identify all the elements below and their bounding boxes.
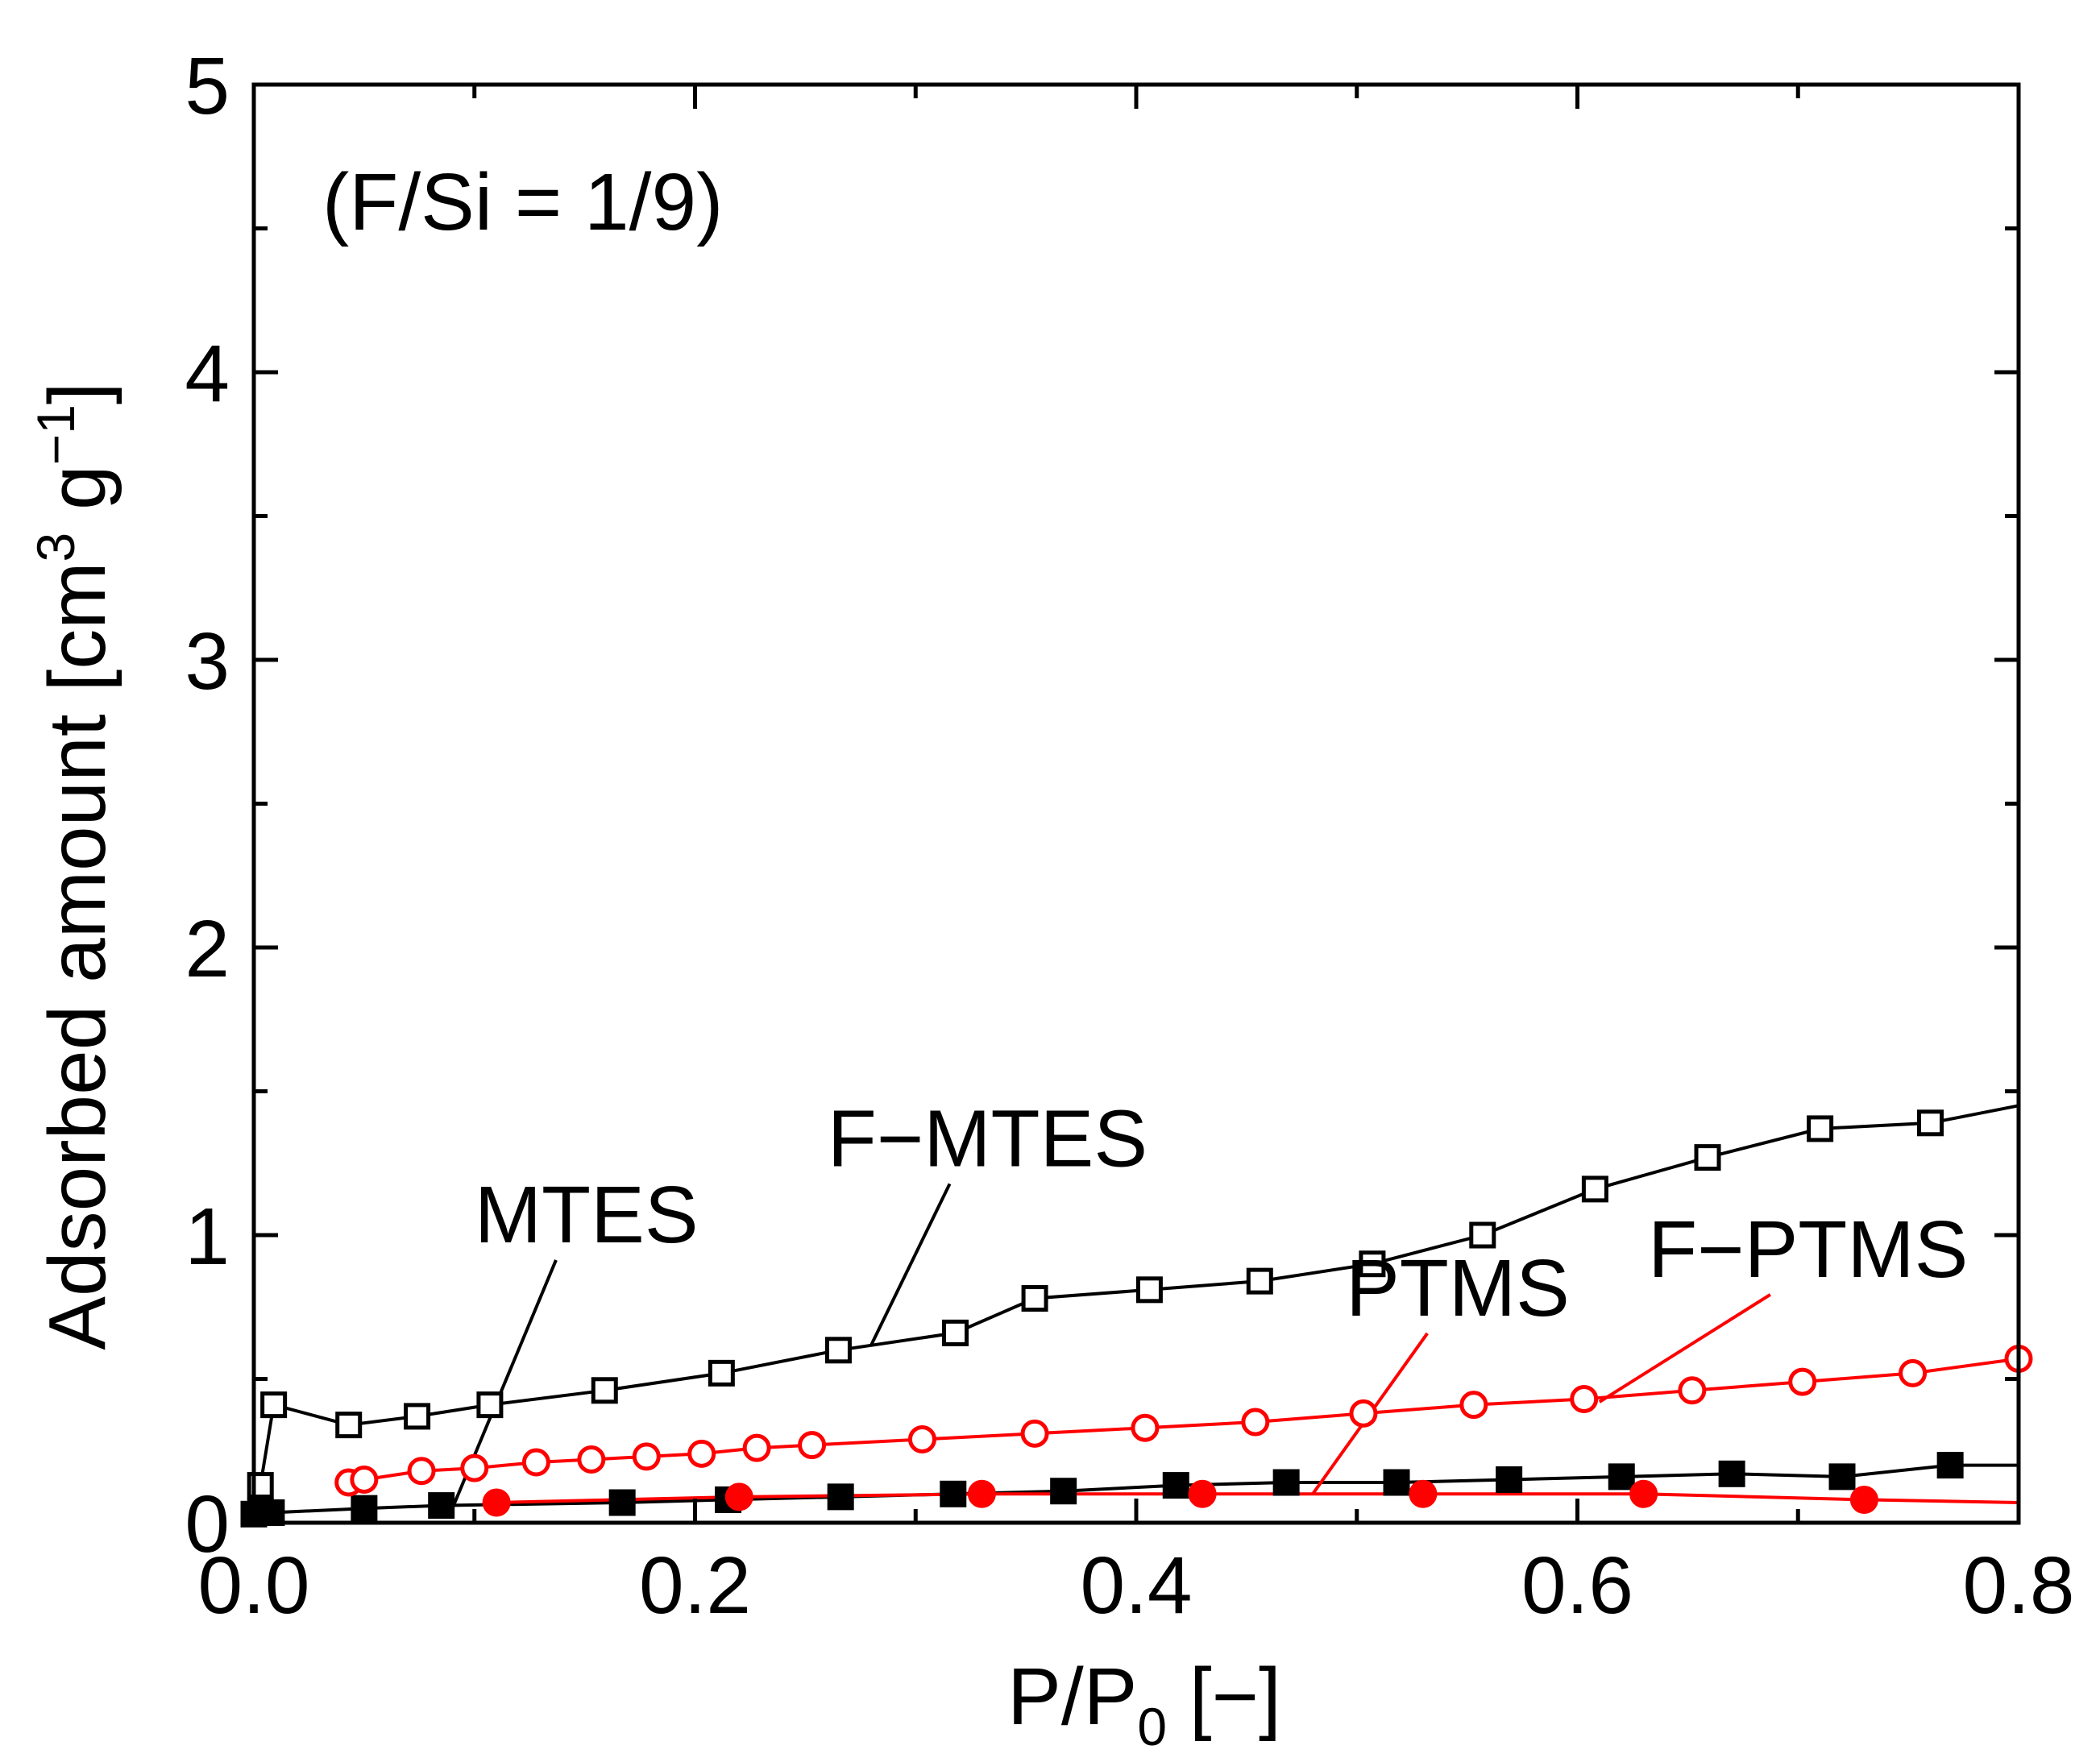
data-point-f-mtes (1694, 1144, 1721, 1171)
data-point-f-ptms (1570, 1384, 1599, 1413)
series-labels: MTES F−MTES PTMS F−PTMS (475, 1093, 1969, 1333)
data-point-f-ptms (1899, 1358, 1928, 1387)
data-point-mtes (351, 1495, 378, 1522)
y-axis-title-mid: g (32, 465, 122, 532)
data-point-f-mtes (1021, 1285, 1048, 1312)
leader-line-f-mtes (869, 1183, 952, 1345)
data-point-f-mtes (942, 1319, 969, 1346)
x-tick-label: 0.0 (197, 1540, 309, 1631)
data-point-f-ptms (798, 1431, 827, 1460)
data-point-ptms (1849, 1485, 1878, 1514)
x-axis-title-main: P/P (1007, 1652, 1137, 1742)
y-tick-label: 2 (185, 904, 230, 994)
data-point-mtes (827, 1483, 854, 1511)
data-point-f-ptms (1678, 1376, 1707, 1405)
data-point-f-mtes (1359, 1250, 1386, 1278)
data-point-ptms (1629, 1479, 1658, 1508)
data-point-mtes (1383, 1469, 1410, 1496)
data-point-f-ptms (687, 1439, 716, 1468)
y-tick-label: 3 (185, 616, 230, 707)
data-point-f-ptms (1131, 1413, 1160, 1442)
data-point-f-ptms (1020, 1419, 1049, 1448)
data-point-f-ptms (407, 1457, 436, 1486)
data-point-f-ptms (1241, 1408, 1270, 1437)
data-point-mtes (1936, 1452, 1964, 1479)
x-axis-title-tail: [−] (1167, 1652, 1281, 1742)
data-point-f-ptms (577, 1445, 606, 1474)
data-point-ptms (724, 1482, 753, 1511)
data-point-mtes (428, 1492, 455, 1520)
data-point-f-mtes (404, 1403, 431, 1430)
x-tick-label: 0.8 (1962, 1540, 2074, 1631)
data-point-mtes (1828, 1463, 1856, 1491)
data-point-f-ptms (1349, 1399, 1378, 1428)
y-axis-title-main: Adsorbed amount [cm (32, 562, 122, 1350)
series-label-mtes: MTES (475, 1170, 699, 1260)
data-point-f-ptms (742, 1433, 771, 1462)
x-tick-label: 0.6 (1521, 1540, 1633, 1631)
x-tick-label: 0.2 (639, 1540, 751, 1631)
series-label-ptms: PTMS (1346, 1243, 1570, 1333)
y-axis-title-sup2: −1 (26, 404, 85, 465)
y-tick-label: 1 (185, 1192, 230, 1282)
data-point-f-ptms (1459, 1391, 1488, 1420)
data-point-mtes (608, 1489, 636, 1516)
leader-line-f-ptms (1598, 1293, 1771, 1403)
ratio-annotation: (F/Si = 1/9) (322, 157, 723, 247)
data-point-mtes (1162, 1472, 1189, 1499)
series-markers (240, 1109, 2033, 1528)
data-point-f-mtes (708, 1359, 735, 1387)
y-axis-title-sup1: 3 (26, 533, 85, 562)
data-point-mtes (940, 1480, 967, 1507)
data-point-f-mtes (591, 1377, 618, 1404)
data-point-f-mtes (824, 1337, 852, 1364)
y-tick-label: 0 (185, 1479, 230, 1569)
data-point-f-mtes (1135, 1276, 1163, 1304)
data-point-f-mtes (476, 1391, 504, 1419)
y-axis-title-tail: ] (32, 382, 122, 404)
x-axis-title-subscript: 0 (1137, 1697, 1167, 1756)
data-point-ptms (482, 1488, 511, 1517)
data-point-mtes (1718, 1460, 1745, 1487)
data-point-f-mtes (260, 1391, 288, 1419)
data-point-f-mtes (1917, 1109, 1944, 1137)
y-tick-label: 4 (185, 329, 230, 419)
data-point-f-ptms (521, 1448, 550, 1477)
x-axis-title: P/P0 [−] (1007, 1652, 1281, 1756)
tick-labels: 0.0 0.2 0.4 0.6 0.8 0 1 2 3 4 5 (185, 41, 2074, 1631)
data-point-f-mtes (1581, 1175, 1608, 1203)
data-point-f-ptms (907, 1424, 936, 1453)
data-point-f-ptms (350, 1465, 379, 1494)
data-point-ptms (1188, 1479, 1217, 1508)
x-tick-label: 0.4 (1080, 1540, 1192, 1631)
data-point-f-mtes (1246, 1267, 1273, 1295)
data-point-mtes (1496, 1466, 1523, 1493)
data-point-mtes (1272, 1469, 1300, 1496)
data-point-f-ptms (632, 1442, 661, 1471)
data-point-f-mtes (335, 1412, 363, 1439)
data-point-mtes (1050, 1478, 1077, 1505)
data-point-ptms (1409, 1479, 1438, 1508)
series-label-f-mtes: F−MTES (828, 1093, 1148, 1184)
y-axis-title: Adsorbed amount [cm3 g−1] (26, 382, 122, 1350)
data-point-ptms (967, 1479, 996, 1508)
data-point-f-ptms (1788, 1367, 1817, 1396)
data-point-f-mtes (1807, 1115, 1834, 1142)
y-tick-label: 5 (185, 41, 230, 131)
axis-ticks (251, 82, 2021, 1525)
data-point-mtes (258, 1499, 285, 1527)
series-label-f-ptms: F−PTMS (1648, 1204, 1968, 1295)
data-point-mtes (1608, 1463, 1635, 1491)
data-point-f-ptms (460, 1453, 489, 1482)
data-point-f-mtes (1469, 1221, 1496, 1249)
